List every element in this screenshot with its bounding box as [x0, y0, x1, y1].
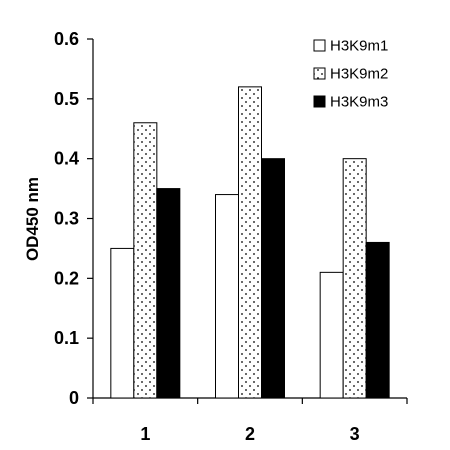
- y-tick-label: 0.2: [54, 268, 79, 288]
- x-tick-label: 1: [140, 424, 150, 444]
- legend-label-h3k9m3: H3K9m3: [330, 94, 388, 111]
- y-axis-title: OD450 nm: [23, 177, 42, 261]
- bar-h3k9m2-group-1: [133, 122, 158, 399]
- legend-swatch-h3k9m3: [313, 95, 326, 108]
- legend-swatch-h3k9m2: [313, 67, 326, 80]
- bar-h3k9m1-group-2: [215, 194, 239, 399]
- legend-label-h3k9m1: H3K9m1: [330, 38, 388, 55]
- bar-h3k9m1-group-1: [110, 247, 135, 399]
- y-tick-label: 0.5: [54, 89, 79, 109]
- bar-h3k9m3-group-1: [156, 188, 181, 399]
- y-tick-label: 0.4: [54, 149, 79, 169]
- bar-h3k9m1-group-3: [319, 271, 344, 399]
- x-tick-label: 3: [350, 424, 360, 444]
- y-tick-label: 0.3: [54, 209, 79, 229]
- y-tick-label: 0: [69, 388, 79, 408]
- bar-h3k9m3-group-2: [261, 158, 285, 399]
- legend-swatch-h3k9m1: [313, 39, 326, 52]
- bar-h3k9m2-group-2: [238, 86, 262, 399]
- bar-h3k9m3-group-3: [365, 241, 390, 399]
- legend-label-h3k9m2: H3K9m2: [330, 66, 388, 83]
- y-tick-label: 0.6: [54, 29, 79, 49]
- y-tick-label: 0.1: [54, 328, 79, 348]
- x-tick-label: 2: [245, 424, 255, 444]
- bar-h3k9m2-group-3: [342, 158, 367, 399]
